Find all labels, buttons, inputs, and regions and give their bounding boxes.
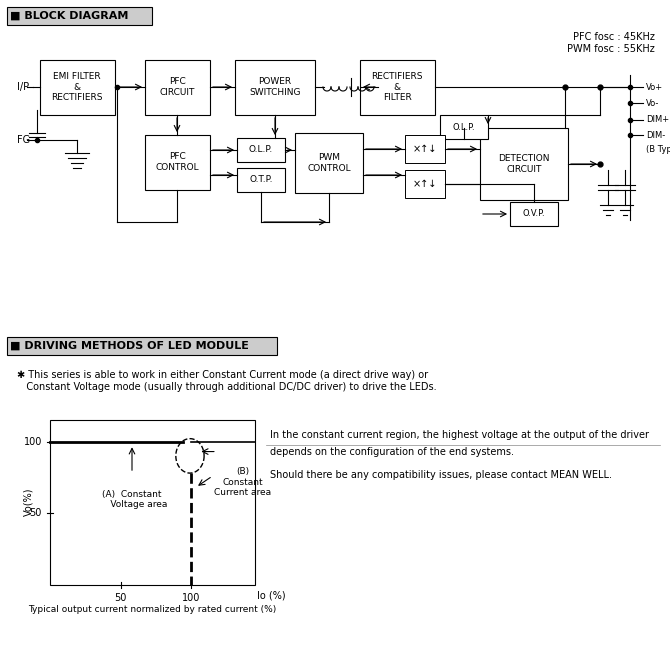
Text: (A)  Constant
     Voltage area: (A) Constant Voltage area — [96, 490, 168, 509]
Text: 100: 100 — [182, 593, 200, 603]
Text: (B Type): (B Type) — [646, 145, 670, 153]
Text: ■ DRIVING METHODS OF LED MODULE: ■ DRIVING METHODS OF LED MODULE — [10, 341, 249, 351]
Bar — [7, 337, 277, 355]
Text: depends on the configuration of the end systems.: depends on the configuration of the end … — [270, 447, 514, 457]
Bar — [480, 128, 568, 200]
Text: DETECTION
CIRCUIT: DETECTION CIRCUIT — [498, 155, 550, 174]
Bar — [510, 202, 558, 226]
Text: Io (%): Io (%) — [257, 591, 285, 601]
Bar — [145, 135, 210, 190]
Text: FG: FG — [17, 135, 30, 145]
Bar — [235, 60, 315, 115]
Text: 50: 50 — [29, 508, 42, 518]
Text: O.V.P.: O.V.P. — [523, 210, 545, 218]
Text: Should there be any compatibility issues, please contact MEAN WELL.: Should there be any compatibility issues… — [270, 470, 612, 480]
Bar — [237, 168, 285, 192]
Bar — [295, 133, 363, 193]
Bar — [360, 60, 435, 115]
Text: O.T.P.: O.T.P. — [249, 176, 273, 184]
Text: ×↑↓: ×↑↓ — [413, 144, 438, 154]
Text: PFC fosc : 45KHz
PWM fosc : 55KHz: PFC fosc : 45KHz PWM fosc : 55KHz — [567, 32, 655, 53]
Text: Vo(%): Vo(%) — [23, 488, 33, 516]
Bar — [50, 420, 255, 585]
Text: PWM
CONTROL: PWM CONTROL — [307, 153, 351, 172]
Bar — [145, 60, 210, 115]
Bar — [405, 170, 445, 198]
Text: PFC
CIRCUIT: PFC CIRCUIT — [159, 77, 195, 97]
Text: Vo-: Vo- — [646, 99, 659, 107]
Text: DIM+: DIM+ — [646, 115, 669, 125]
Text: 100: 100 — [23, 436, 42, 446]
Text: PFC
CONTROL: PFC CONTROL — [155, 153, 199, 172]
Text: Typical output current normalized by rated current (%): Typical output current normalized by rat… — [28, 605, 276, 614]
Text: RECTIFIERS
&
FILTER: RECTIFIERS & FILTER — [371, 72, 423, 102]
Text: EMI FILTER
&
RECTIFIERS: EMI FILTER & RECTIFIERS — [51, 72, 103, 102]
Bar — [40, 60, 115, 115]
Text: O.L.P.: O.L.P. — [453, 123, 475, 131]
Text: I/P: I/P — [17, 82, 29, 92]
Text: 50: 50 — [115, 593, 127, 603]
Text: Vo+: Vo+ — [646, 83, 663, 91]
Bar — [7, 7, 152, 25]
Text: O.L.P.: O.L.P. — [249, 145, 273, 155]
Text: ×↑↓: ×↑↓ — [413, 179, 438, 189]
Text: ■ BLOCK DIAGRAM: ■ BLOCK DIAGRAM — [10, 11, 129, 21]
Bar — [405, 135, 445, 163]
Text: DIM-: DIM- — [646, 131, 665, 139]
Text: (B)
Constant
Current area: (B) Constant Current area — [214, 468, 271, 497]
Text: POWER
SWITCHING: POWER SWITCHING — [249, 77, 301, 97]
Text: ✱ This series is able to work in either Constant Current mode (a direct drive wa: ✱ This series is able to work in either … — [17, 370, 437, 392]
Bar — [440, 115, 488, 139]
Bar — [237, 138, 285, 162]
Text: In the constant current region, the highest voltage at the output of the driver: In the constant current region, the high… — [270, 430, 649, 440]
